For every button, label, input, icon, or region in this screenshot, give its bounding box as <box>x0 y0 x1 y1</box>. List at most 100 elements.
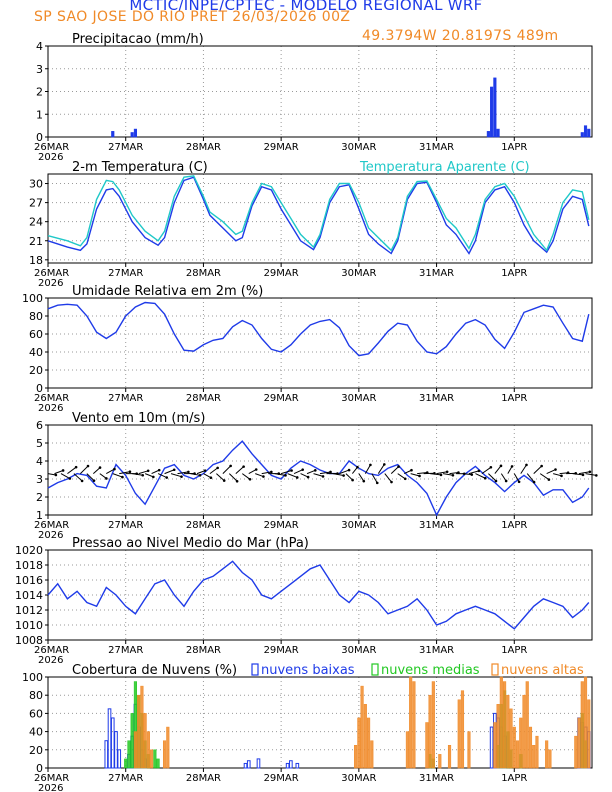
x-tick-label: 30MAR <box>341 773 376 784</box>
wind-arrow-head <box>504 479 508 483</box>
clouds-bar <box>285 762 290 769</box>
wind-arrow-head <box>203 469 207 472</box>
wind-arrow-head <box>92 479 96 482</box>
wind-arrow-head <box>86 464 90 468</box>
clouds-bar <box>107 708 112 769</box>
wind-arrow <box>67 466 77 475</box>
wind-arrow <box>488 473 497 482</box>
clouds-frame <box>47 676 593 769</box>
clouds-bar <box>535 735 539 769</box>
y-tick-label: 60 <box>29 328 43 341</box>
y-tick-label: 1020 <box>15 544 43 557</box>
wind-arrow-head <box>483 476 487 480</box>
rh-title: Umidade Relativa em 2m (%) <box>72 284 263 299</box>
x-tick-year: 2026 <box>38 655 63 666</box>
precip-bar <box>587 128 591 138</box>
y-tick-label: 5 <box>36 437 43 450</box>
wind-arrow-head <box>248 477 252 481</box>
wind-arrow-head <box>128 470 132 474</box>
wind-arrow-head <box>165 476 169 479</box>
x-tick-year: 2026 <box>38 152 63 163</box>
y-tick-label: 1 <box>36 108 43 121</box>
x-tick-label: 31MAR <box>419 268 454 279</box>
wind-arrow <box>255 473 264 478</box>
temp-frame <box>47 173 593 264</box>
wind-arrow <box>112 473 123 478</box>
x-tick-label: 28MAR <box>186 268 221 279</box>
precip-bar <box>133 128 137 138</box>
wind-arrow <box>507 466 513 474</box>
wind-arrow <box>345 473 353 481</box>
x-tick-year: 2026 <box>38 530 63 541</box>
y-tick-label: 3 <box>36 473 43 486</box>
wind-arrow-head <box>470 473 474 476</box>
wind-arrow <box>144 473 154 478</box>
precip-bar <box>130 132 134 138</box>
clouds-bar <box>587 699 591 769</box>
x-tick-label: 30MAR <box>341 142 376 153</box>
clouds-bar <box>289 760 293 769</box>
wind-arrow <box>190 473 201 476</box>
x-tick-label: 1APR <box>501 393 527 404</box>
wind-arrow <box>417 472 428 475</box>
wind-arrow-head <box>347 468 351 472</box>
wind-arrow <box>274 473 286 476</box>
y-tick-label: 21 <box>29 235 43 248</box>
cloud-legend-label: nuvens altas <box>501 663 584 678</box>
wind-arrow-head <box>290 469 293 472</box>
wind-arrow <box>287 473 298 478</box>
wind-arrow-head <box>68 477 72 480</box>
wind-arrow <box>585 473 597 476</box>
clouds-bar <box>438 754 442 769</box>
wind-arrow-head <box>595 474 598 477</box>
clouds-bar <box>522 694 526 769</box>
clouds-bar <box>583 676 588 769</box>
x-tick-label: 1APR <box>501 645 527 656</box>
wind-arrow <box>54 470 64 475</box>
clouds-bar <box>140 685 144 769</box>
x-tick-year: 2026 <box>38 403 63 414</box>
wind-arrow <box>170 473 182 478</box>
x-tick-label: 27MAR <box>108 268 143 279</box>
rh-frame <box>47 297 593 389</box>
wind-arrow <box>520 464 527 474</box>
x-tick-label: 29MAR <box>264 773 299 784</box>
clouds-bar <box>515 740 520 769</box>
precip-bar <box>580 132 584 138</box>
clouds-title: Cobertura de Nuvens (%) <box>72 663 237 678</box>
cloud-legend-label: nuvens baixas <box>261 663 355 678</box>
temp-title: 2-m Temperatura (C) <box>72 160 208 175</box>
x-tick-label: 1APR <box>501 142 527 153</box>
y-tick-label: 1 <box>36 509 43 522</box>
clouds-bar <box>493 722 497 769</box>
y-tick-label: 30 <box>29 178 43 191</box>
y-tick-label: 4 <box>36 40 43 53</box>
clouds-bar <box>117 749 122 769</box>
x-tick-year: 2026 <box>38 278 63 289</box>
wind-arrow <box>164 469 175 475</box>
wind-arrow <box>138 470 149 475</box>
y-tick-label: 1018 <box>15 559 43 572</box>
clouds-bar <box>246 760 251 769</box>
y-tick-label: 40 <box>29 346 43 359</box>
y-tick-label: 20 <box>29 744 43 757</box>
wind-arrow <box>60 473 71 479</box>
y-tick-label: 80 <box>29 310 43 323</box>
precip-title: Precipitacao (mm/h) <box>72 32 204 47</box>
clouds-bar <box>163 740 167 769</box>
slp-line-0 <box>47 560 590 630</box>
x-tick-label: 31MAR <box>419 645 454 656</box>
wind-arrow-head <box>141 473 145 477</box>
y-tick-label: 80 <box>29 689 43 702</box>
clouds-bar <box>431 681 435 769</box>
clouds-bar <box>363 704 367 769</box>
clouds-bar <box>467 731 471 769</box>
x-tick-label: 27MAR <box>108 773 143 784</box>
y-tick-label: 6 <box>36 419 43 432</box>
wind-arrow <box>481 466 492 475</box>
